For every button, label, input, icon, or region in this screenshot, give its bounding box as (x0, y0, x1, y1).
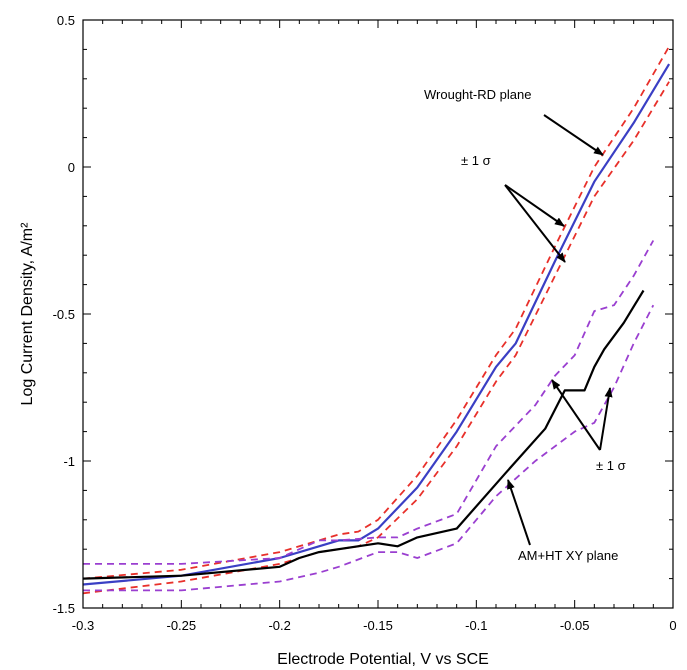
arrow-sigma-wrought-lower (504, 184, 566, 263)
series-line-wrought-sigma-upper (82, 46, 670, 580)
annotation-arrows (504, 114, 613, 546)
arrow-wrought-label (543, 114, 604, 156)
arrow-sigma-am-lower (599, 387, 613, 451)
x-axis-label: Electrode Potential, V vs SCE (277, 651, 489, 668)
series-line-am-sigma-upper (83, 240, 655, 565)
annotation-sigma-wrought: ± 1 σ (461, 153, 491, 168)
series-line-wrought-mean (82, 63, 671, 586)
annotation-sigma-am: ± 1 σ (596, 458, 626, 473)
x-tick-label: -0.1 (465, 618, 487, 633)
x-tick-label: -0.3 (72, 618, 94, 633)
series-line-am-sigma-lower (83, 304, 655, 592)
y-tick-label: 0.5 (57, 13, 75, 28)
y-axis-label: Log Current Density, A/m² (19, 222, 36, 406)
series-line-wrought-sigma-lower (82, 81, 670, 595)
x-tick-label: -0.05 (560, 618, 590, 633)
plot-frame (82, 19, 674, 609)
y-tick-label: -1 (63, 454, 75, 469)
ticks-layer: -0.3 -0.25 -0.2 -0.15 -0.1 -0.05 0 0.5 0 -0.5 -1 -1… (53, 13, 677, 633)
arrow-sigma-wrought-upper (504, 184, 565, 227)
y-tick-label: -1.5 (53, 601, 75, 616)
x-tick-label: -0.2 (268, 618, 290, 633)
arrow-am-label (507, 479, 531, 546)
arrow-sigma-am-upper (551, 379, 601, 451)
annotation-am-label: AM+HT XY plane (518, 548, 618, 563)
annotation-wrought-label: Wrought-RD plane (424, 87, 531, 102)
x-tick-label: 0 (669, 618, 676, 633)
series-layer (82, 46, 671, 595)
y-tick-label: 0 (68, 160, 75, 175)
y-tick-label: -0.5 (53, 307, 75, 322)
x-tick-label: -0.15 (363, 618, 393, 633)
series-line-am-mean (82, 289, 645, 580)
x-tick-label: -0.25 (167, 618, 197, 633)
